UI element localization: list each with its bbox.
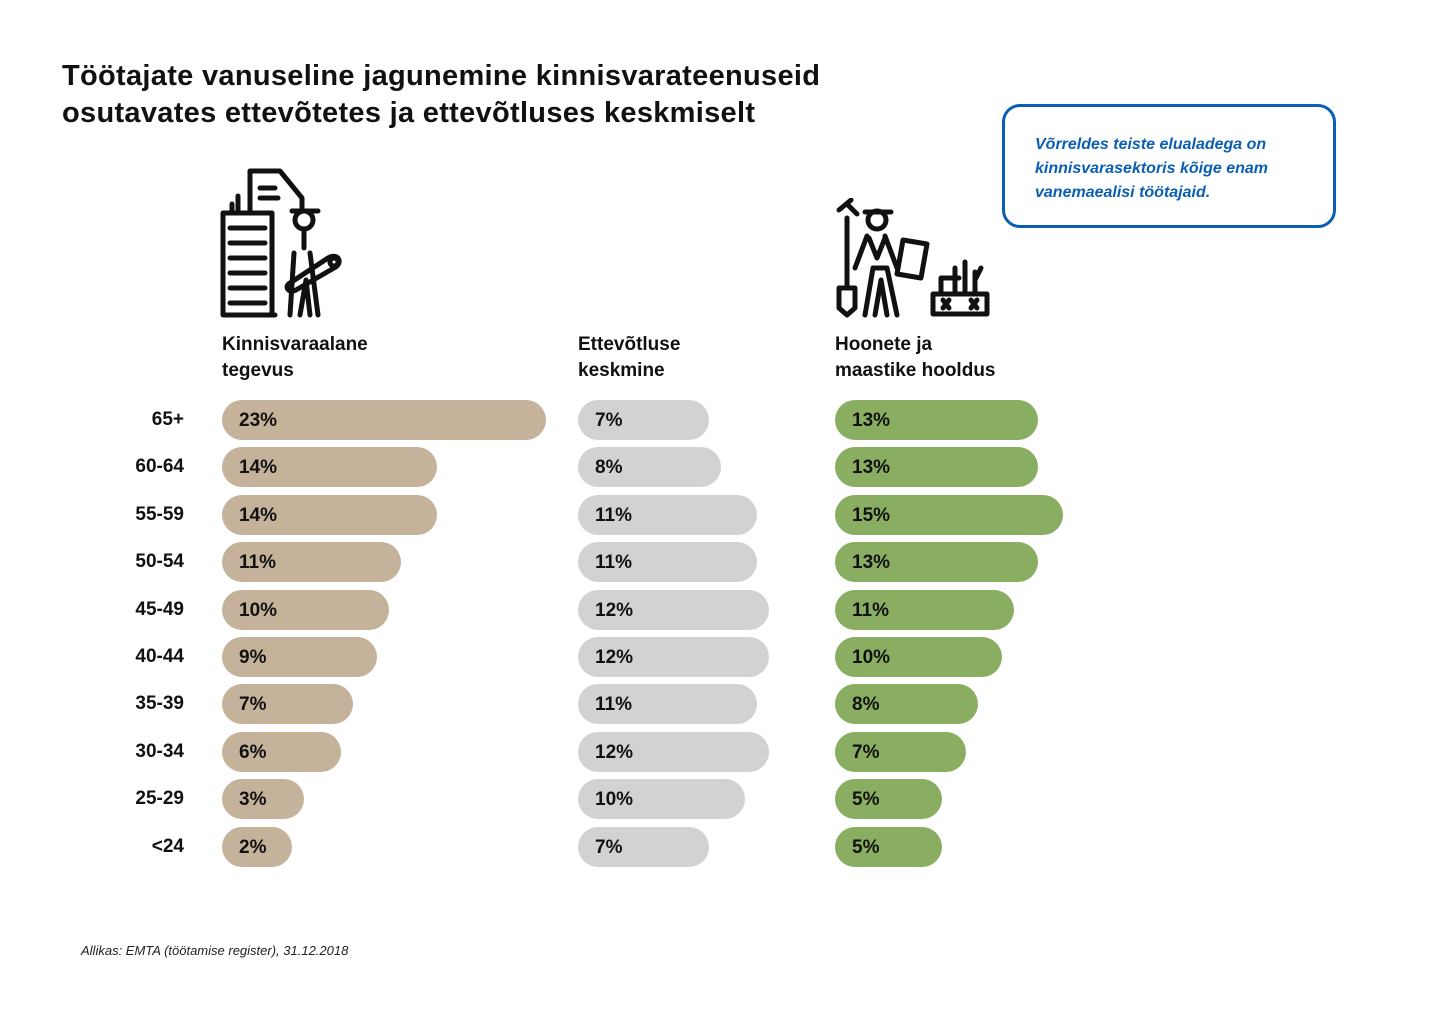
- annotation-line: vanemaealisi töötajaid.: [1035, 184, 1211, 201]
- category-label: <24: [151, 835, 184, 857]
- series-header-line: Ettevõtluse: [578, 334, 681, 355]
- category-label: 30-34: [135, 740, 184, 762]
- bar: [578, 826, 709, 867]
- bar: [222, 542, 402, 583]
- data-label: 11%: [595, 694, 632, 716]
- bar: [222, 637, 377, 677]
- data-label: 10%: [595, 789, 634, 811]
- bar: [578, 400, 709, 440]
- category-label: 40-44: [135, 646, 184, 667]
- series-header: Hoonete ja maastike hooldus: [835, 332, 996, 384]
- bar: [835, 494, 1063, 535]
- bar: [222, 826, 293, 867]
- bar: [578, 589, 770, 630]
- data-label: 14%: [239, 457, 278, 479]
- bar: [222, 494, 438, 535]
- title-line-2: osutavates ettevõtetes ja ettevõtluses k…: [62, 97, 756, 129]
- data-label: 11%: [595, 504, 632, 526]
- category-label: 45-49: [135, 598, 184, 620]
- data-label: 14%: [239, 504, 278, 526]
- series-header-line: tegevus: [222, 360, 294, 381]
- series-header-line: maastike hooldus: [835, 360, 996, 381]
- series-header-line: keskmine: [578, 360, 665, 381]
- data-label: 11%: [239, 552, 276, 574]
- data-label: 2%: [239, 836, 267, 858]
- bar: [578, 684, 758, 725]
- bar: [578, 637, 770, 677]
- real-estate-agent-icon: [220, 168, 342, 318]
- data-label: 3%: [239, 789, 267, 811]
- series-header-line: Hoonete ja: [835, 334, 933, 355]
- annotation-line: kinnisvarasektoris kõige enam: [1035, 160, 1268, 177]
- data-label: 11%: [852, 599, 889, 621]
- annotation-callout: Võrreldes teiste elualadega on kinnisvar…: [1002, 104, 1336, 228]
- data-label: 5%: [852, 789, 880, 811]
- data-label: 15%: [852, 504, 891, 526]
- category-label: 65+: [151, 409, 184, 430]
- data-label: 6%: [239, 741, 267, 763]
- data-label: 11%: [595, 552, 632, 574]
- series-header: Ettevõtluse keskmine: [578, 332, 680, 384]
- bar: [222, 779, 305, 820]
- category-label: 55-59: [135, 503, 184, 525]
- bar: [222, 731, 341, 772]
- data-label: 7%: [595, 836, 623, 858]
- data-label: 13%: [852, 457, 891, 479]
- bar: [835, 637, 1002, 677]
- bar: [578, 779, 745, 820]
- bar: [835, 400, 1039, 440]
- title-line-1: Töötajate vanuseline jagunemine kinnisva…: [62, 60, 821, 92]
- bar: [835, 731, 966, 772]
- category-label: 25-29: [135, 788, 184, 810]
- data-label: 7%: [852, 741, 880, 763]
- chart-title: Töötajate vanuseline jagunemine kinnisva…: [62, 58, 820, 132]
- data-label: 8%: [595, 457, 623, 479]
- bar: [835, 684, 978, 725]
- bar: [578, 542, 758, 583]
- data-label: 10%: [852, 647, 891, 668]
- data-label: 9%: [239, 647, 267, 668]
- bar: [835, 447, 1039, 488]
- bar: [222, 684, 353, 725]
- category-label: 60-64: [135, 456, 184, 478]
- bar: [835, 826, 942, 867]
- category-label: 50-54: [135, 551, 184, 573]
- data-label: 13%: [852, 552, 891, 574]
- data-label: 12%: [595, 647, 634, 668]
- series-header: Kinnisvaraalane tegevus: [222, 332, 368, 384]
- data-label: 5%: [852, 836, 880, 858]
- category-label: 35-39: [135, 693, 184, 715]
- bar: [222, 447, 438, 488]
- bar: [578, 494, 758, 535]
- bar: [578, 731, 770, 772]
- bar: [222, 400, 547, 440]
- data-label: 13%: [852, 410, 891, 431]
- annotation-line: Võrreldes teiste elualadega on: [1035, 136, 1267, 153]
- data-label: 7%: [595, 410, 623, 431]
- bar: [835, 779, 942, 820]
- series-header-line: Kinnisvaraalane: [222, 334, 368, 355]
- data-label: 12%: [595, 741, 634, 763]
- bar: [835, 589, 1015, 630]
- bar: [222, 589, 389, 630]
- bar: [835, 542, 1039, 583]
- bar: [578, 447, 721, 488]
- data-label: 23%: [239, 410, 278, 431]
- data-label: 12%: [595, 599, 634, 621]
- data-label: 10%: [239, 599, 278, 621]
- data-label: 7%: [239, 694, 267, 716]
- gardener-icon: [836, 198, 990, 318]
- data-label: 8%: [852, 694, 880, 716]
- source-note: Allikas: EMTA (töötamise register), 31.1…: [81, 943, 349, 958]
